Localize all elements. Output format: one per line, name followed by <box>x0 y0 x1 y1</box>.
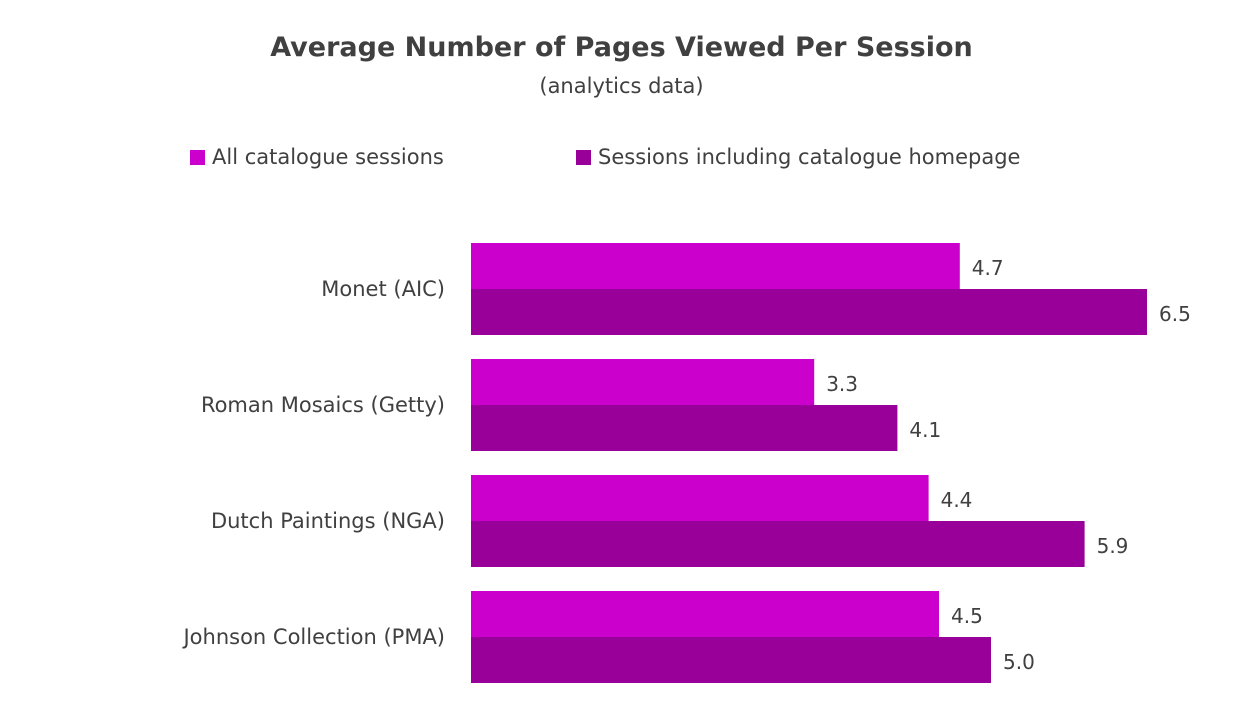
legend-item-homepage-sessions: Sessions including catalogue homepage <box>576 142 1020 172</box>
legend-swatch-homepage-sessions <box>576 149 591 165</box>
data-label-dutch-paintings-nga-series-2: 5.9 <box>1097 534 1129 558</box>
legend-label-homepage-sessions: Sessions including catalogue homepage <box>598 145 1021 169</box>
bar-monet-aic-series-2 <box>471 289 1147 335</box>
legend-item-all-sessions: All catalogue sessions <box>190 142 444 172</box>
bar-monet-aic-series-1 <box>471 243 960 289</box>
data-label-johnson-collection-pma-series-2: 5.0 <box>1003 650 1035 674</box>
data-label-roman-mosaics-getty-series-1: 3.3 <box>826 372 858 396</box>
bar-roman-mosaics-getty-series-2 <box>471 405 898 451</box>
chart-subtitle: (analytics data) <box>539 74 704 98</box>
data-label-johnson-collection-pma-series-1: 4.5 <box>951 604 983 628</box>
category-label-monet-aic: Monet (AIC) <box>321 277 445 301</box>
bar-johnson-collection-pma-series-2 <box>471 637 991 683</box>
data-label-dutch-paintings-nga-series-1: 4.4 <box>941 488 973 512</box>
data-label-roman-mosaics-getty-series-2: 4.1 <box>909 418 941 442</box>
bar-johnson-collection-pma-series-1 <box>471 591 939 637</box>
data-label-monet-aic-series-2: 6.5 <box>1159 302 1191 326</box>
category-label-johnson-collection-pma: Johnson Collection (PMA) <box>181 625 445 649</box>
legend-swatch-all-sessions <box>190 149 205 165</box>
chart-title: Average Number of Pages Viewed Per Sessi… <box>270 32 973 63</box>
category-label-dutch-paintings-nga: Dutch Paintings (NGA) <box>211 509 445 533</box>
legend-label-all-sessions: All catalogue sessions <box>212 145 444 169</box>
bar-dutch-paintings-nga-series-1 <box>471 475 929 521</box>
bar-dutch-paintings-nga-series-2 <box>471 521 1085 567</box>
bar-roman-mosaics-getty-series-1 <box>471 359 815 405</box>
category-label-roman-mosaics-getty: Roman Mosaics (Getty) <box>201 393 445 417</box>
data-label-monet-aic-series-1: 4.7 <box>972 256 1004 280</box>
